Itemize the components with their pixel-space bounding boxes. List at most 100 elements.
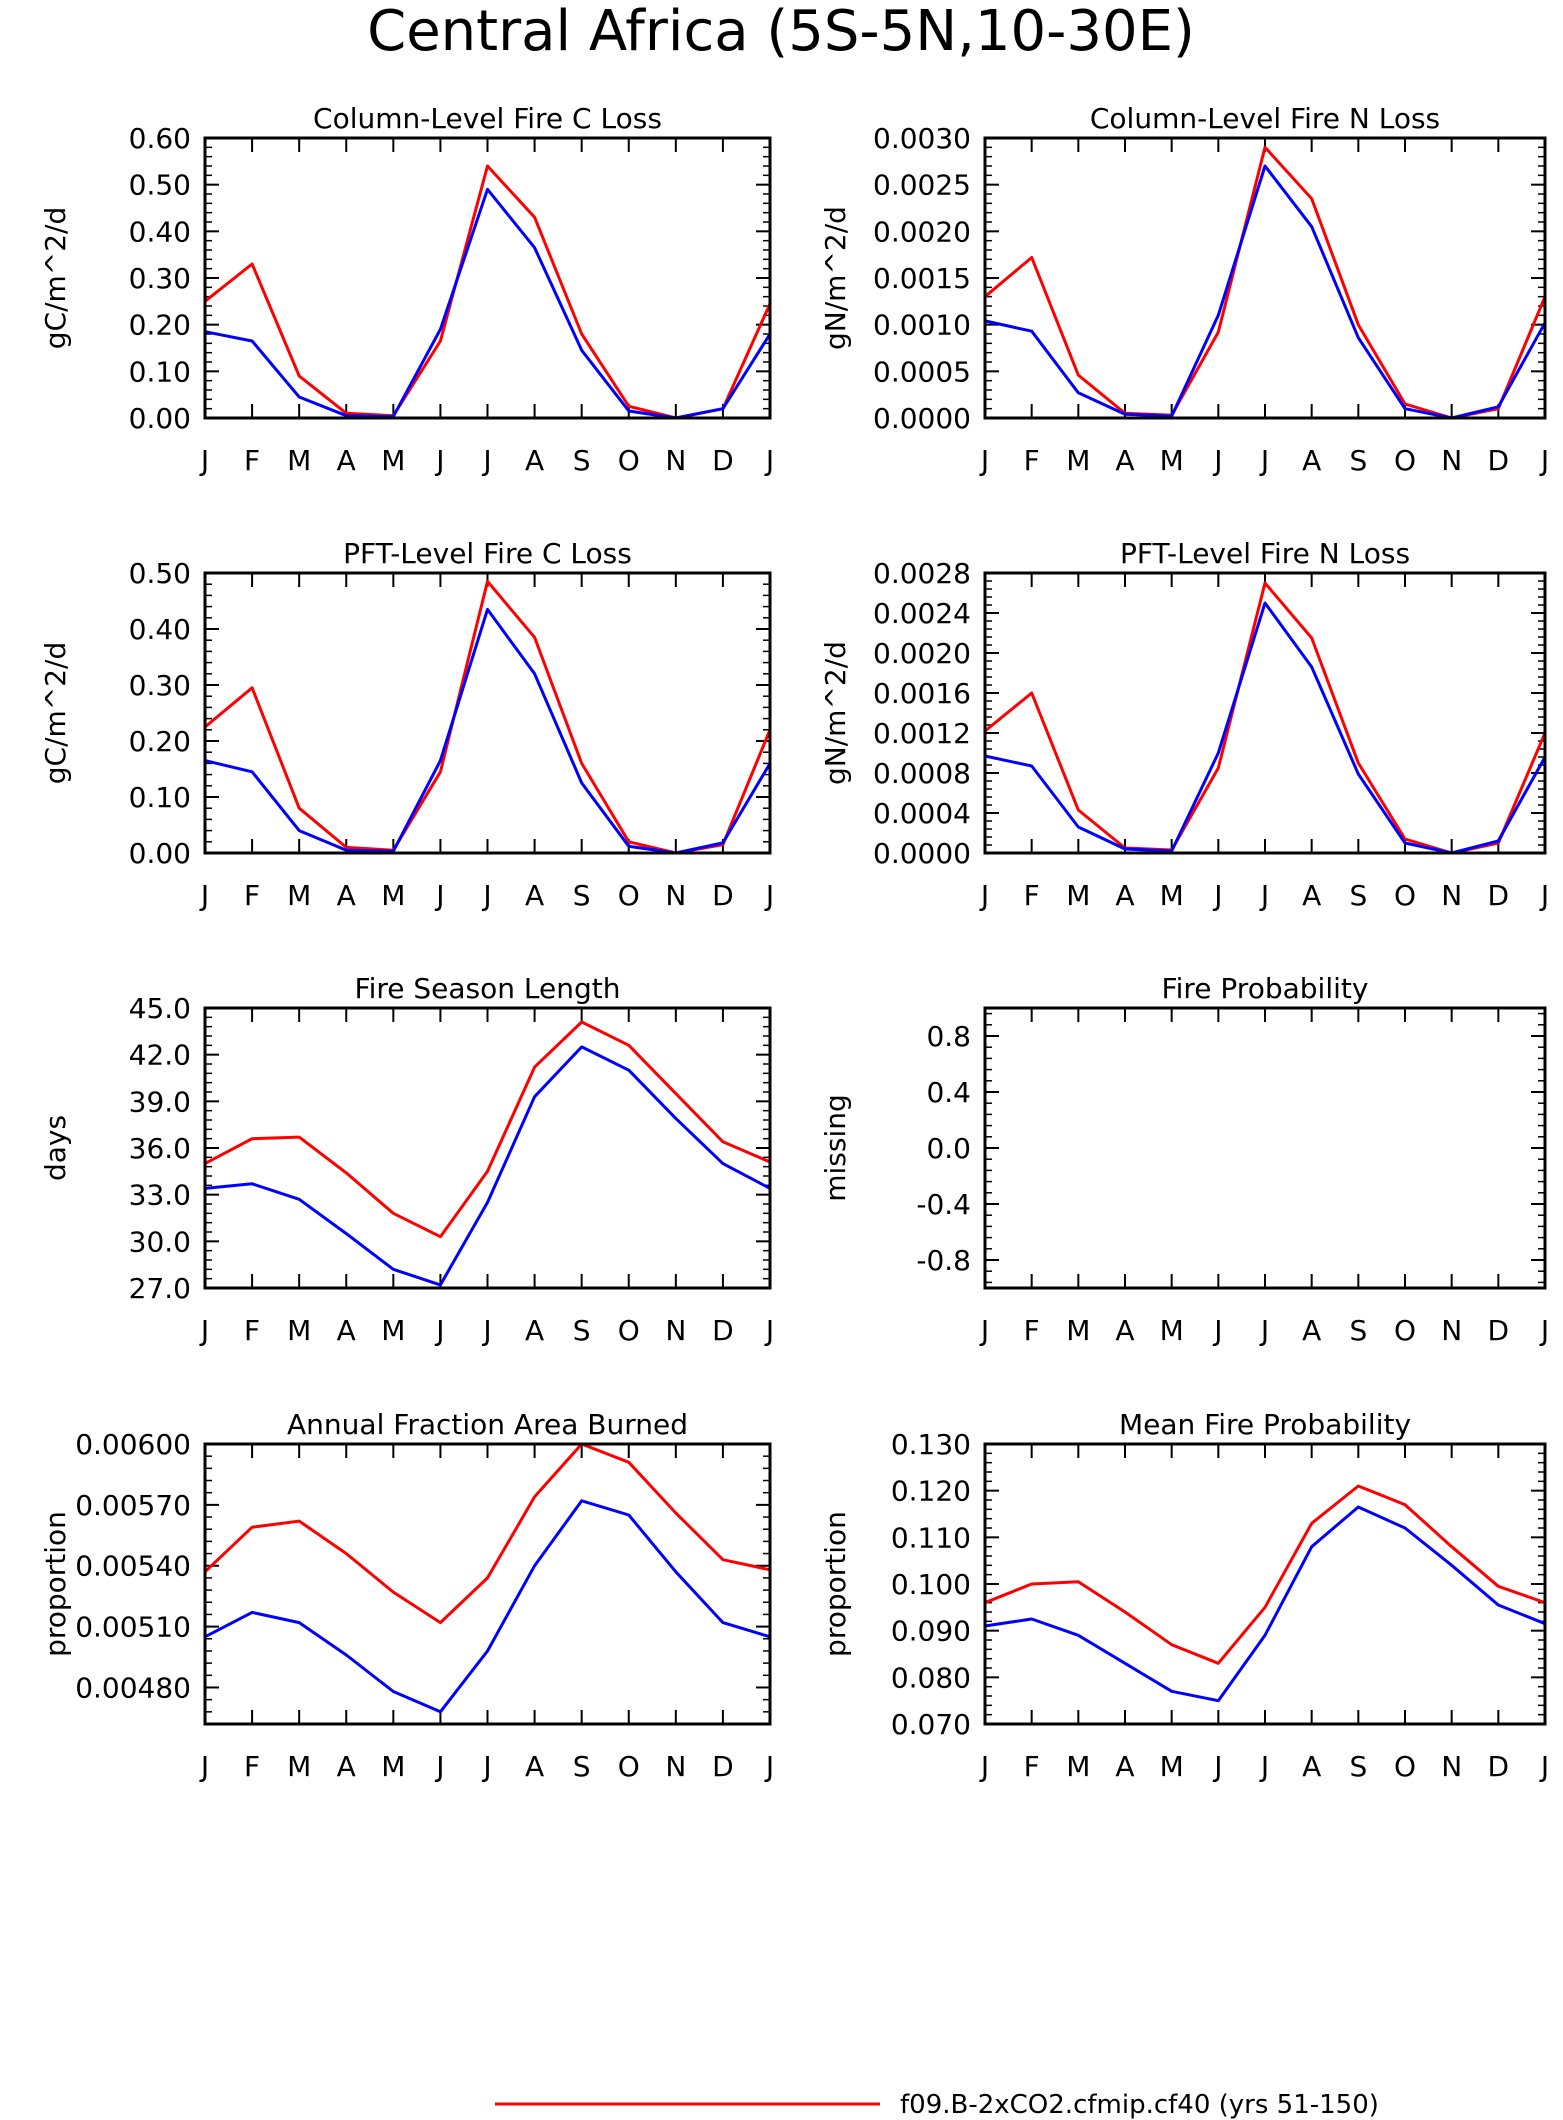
x-tick-label: N (1441, 1314, 1462, 1347)
chart-title: Column-Level Fire N Loss (1090, 102, 1440, 135)
x-tick-label: J (199, 444, 209, 477)
x-tick-label: M (287, 1314, 311, 1347)
x-tick-label: N (1441, 444, 1462, 477)
x-tick-label: J (979, 1314, 989, 1347)
plot-frame (203, 136, 772, 420)
y-tick-label: 0.080 (891, 1661, 971, 1694)
x-tick-label: D (712, 444, 734, 477)
x-tick-label: F (1024, 444, 1040, 477)
x-tick-label: A (525, 444, 544, 477)
y-tick-label: 42.0 (129, 1039, 191, 1072)
x-tick-label: A (1115, 1750, 1134, 1783)
x-tick-label: J (1212, 1750, 1222, 1783)
x-tick-label: J (1259, 1750, 1269, 1783)
x-tick-label: M (1160, 879, 1184, 912)
x-tick-label: M (1160, 1314, 1184, 1347)
y-tick-label: 0.40 (129, 215, 191, 248)
plot-frame (983, 1442, 1547, 1726)
series-line-red (204, 579, 772, 855)
series-line-red (984, 145, 1547, 420)
plot-frame (983, 1006, 1547, 1290)
x-tick-label: N (665, 1314, 686, 1347)
x-tick-label: J (481, 1314, 491, 1347)
x-tick-label: M (381, 444, 405, 477)
series-line-blue (204, 1499, 771, 1714)
x-tick-label: O (1394, 879, 1416, 912)
y-tick-label: 0.20 (129, 725, 191, 758)
x-tick-label: M (1066, 879, 1090, 912)
x-tick-label: J (1259, 444, 1269, 477)
x-tick-label: D (712, 1314, 734, 1347)
x-tick-label: J (434, 444, 444, 477)
x-tick-label: O (618, 444, 640, 477)
y-tick-label: 0.00510 (75, 1611, 191, 1644)
chart-title: PFT-Level Fire C Loss (343, 537, 632, 570)
chart-title: Fire Probability (1162, 972, 1369, 1005)
y-tick-label: 0.00 (129, 837, 191, 870)
y-tick-label: 0.0020 (873, 637, 971, 670)
y-tick-label: 0.110 (891, 1521, 971, 1554)
y-tick-label: 0.0025 (873, 169, 971, 202)
x-tick-label: J (764, 444, 774, 477)
y-tick-label: 0.30 (129, 262, 191, 295)
x-tick-label: M (381, 1750, 405, 1783)
y-tick-label: 0.10 (129, 355, 191, 388)
x-tick-label: J (434, 879, 444, 912)
x-tick-label: O (1394, 444, 1416, 477)
legend-label: f09.B-2xCO2.cfmip.cf40 (yrs 51-150) (900, 2090, 1379, 2120)
x-tick-label: O (618, 879, 640, 912)
y-tick-label: 0.0012 (873, 717, 971, 750)
y-tick-label: 0.0015 (873, 262, 971, 295)
plot-frame (983, 136, 1547, 420)
y-tick-label: 27.0 (129, 1272, 191, 1305)
y-tick-label: 0.0024 (873, 597, 971, 630)
y-tick-label: 0.0004 (873, 797, 971, 830)
y-tick-label: 0.60 (129, 122, 191, 155)
plot-frame (203, 1442, 772, 1726)
x-tick-label: J (434, 1750, 444, 1783)
plot-frame (203, 1006, 772, 1290)
x-tick-label: N (665, 1750, 686, 1783)
y-tick-label: 0.120 (891, 1475, 971, 1508)
x-tick-label: O (618, 1750, 640, 1783)
x-tick-label: M (1066, 1314, 1090, 1347)
x-tick-label: M (1160, 1750, 1184, 1783)
x-tick-label: F (1024, 1314, 1040, 1347)
x-tick-label: F (244, 879, 260, 912)
y-tick-label: 0.00540 (75, 1550, 191, 1583)
x-tick-label: N (1441, 1750, 1462, 1783)
x-tick-label: S (1349, 1750, 1367, 1783)
y-tick-label: 39.0 (129, 1085, 191, 1118)
x-tick-label: A (1302, 444, 1321, 477)
x-tick-label: D (712, 1750, 734, 1783)
y-tick-label: 0.50 (129, 169, 191, 202)
x-tick-label: D (1488, 1314, 1510, 1347)
x-tick-label: J (1539, 1314, 1549, 1347)
x-tick-label: J (481, 444, 491, 477)
y-tick-label: 0.0030 (873, 122, 971, 155)
y-tick-label: 0.20 (129, 309, 191, 342)
y-tick-label: 0.8 (926, 1020, 971, 1053)
y-tick-label: 0.0008 (873, 757, 971, 790)
y-tick-label: 30.0 (129, 1225, 191, 1258)
x-tick-label: J (1259, 1314, 1269, 1347)
x-tick-label: M (381, 879, 405, 912)
y-tick-label: 0.00480 (75, 1671, 191, 1704)
series-line-blue (204, 187, 772, 420)
x-tick-label: F (244, 444, 260, 477)
x-tick-label: D (1488, 1750, 1510, 1783)
x-tick-label: M (287, 1750, 311, 1783)
chart-title: Column-Level Fire C Loss (313, 102, 662, 135)
y-tick-label: 0.00600 (75, 1428, 191, 1461)
y-tick-label: 0.00570 (75, 1489, 191, 1522)
y-tick-label: 0.0 (926, 1132, 971, 1165)
x-tick-label: A (337, 879, 356, 912)
y-tick-label: 0.30 (129, 669, 191, 702)
